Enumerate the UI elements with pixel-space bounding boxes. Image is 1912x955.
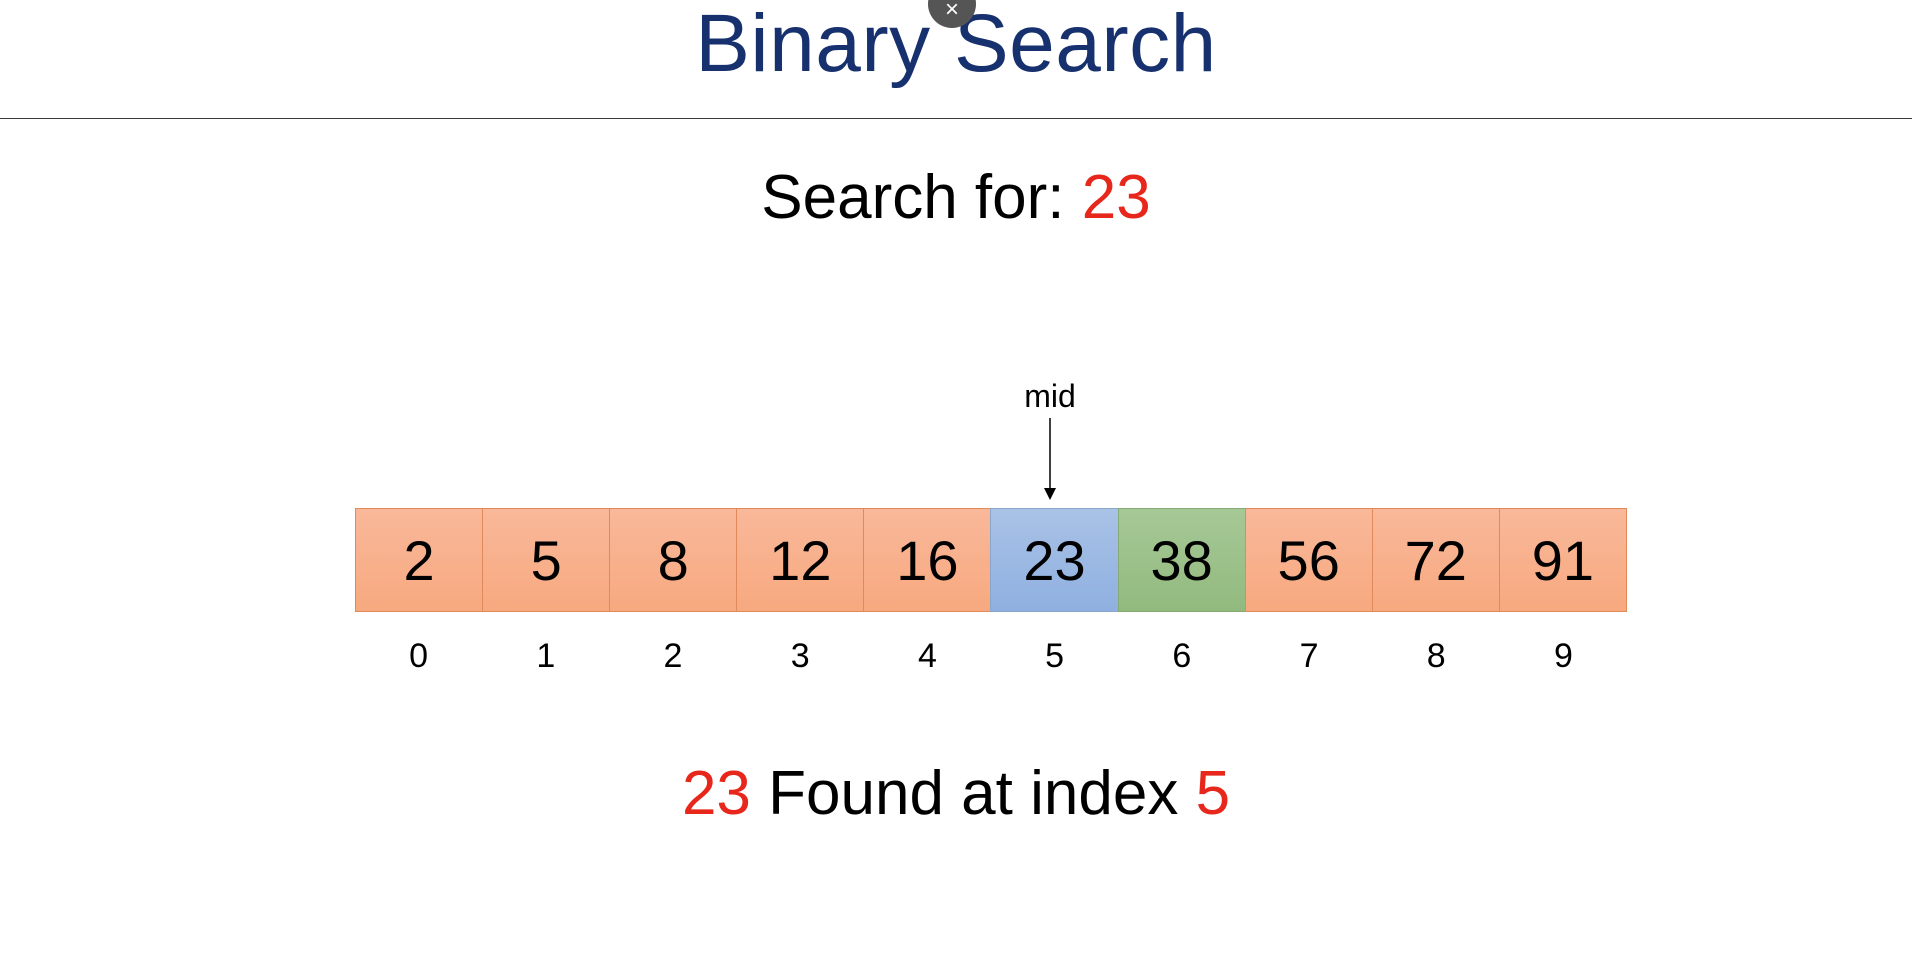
array-index-label: 5 <box>1045 637 1065 675</box>
array-index-label: 4 <box>917 637 937 675</box>
array-index-label: 0 <box>409 637 429 675</box>
search-target-line: Search for: 23 <box>0 158 1912 238</box>
index-row: 0 1 2 3 4 5 6 7 8 9 <box>355 636 1627 676</box>
array-cell: 72 <box>1371 508 1500 612</box>
array-index-label: 1 <box>536 637 556 675</box>
array-cell: 12 <box>736 508 865 612</box>
array-cell: 5 <box>482 508 611 612</box>
search-target-value: 23 <box>1081 163 1151 232</box>
array-cell: 8 <box>609 508 738 612</box>
result-line: 23 Found at index 5 <box>0 754 1912 834</box>
mid-pointer-label: mid <box>1024 378 1076 414</box>
array-row: 2 5 8 12 16 23 38 56 72 91 <box>355 508 1627 612</box>
result-index: 5 <box>1195 759 1231 828</box>
array-index-label: 8 <box>1426 637 1446 675</box>
array-index-label: 2 <box>663 637 683 675</box>
array-cell: 56 <box>1244 508 1373 612</box>
array-index-label: 9 <box>1553 637 1573 675</box>
title-divider <box>0 118 1912 119</box>
array-cell: 16 <box>863 508 992 612</box>
array-index-label: 3 <box>790 637 810 675</box>
array-index-label: 6 <box>1172 637 1192 675</box>
array-cell: 91 <box>1498 508 1627 612</box>
result-value: 23 <box>681 759 751 828</box>
search-label: Search for: <box>761 163 1065 232</box>
mid-pointer-arrow <box>1044 418 1056 500</box>
array-cell: 38 <box>1117 508 1246 612</box>
result-text: Found at index <box>768 759 1179 828</box>
array-cell: 2 <box>355 508 484 612</box>
array-index-label: 7 <box>1299 637 1319 675</box>
array-cell: 23 <box>990 508 1119 612</box>
